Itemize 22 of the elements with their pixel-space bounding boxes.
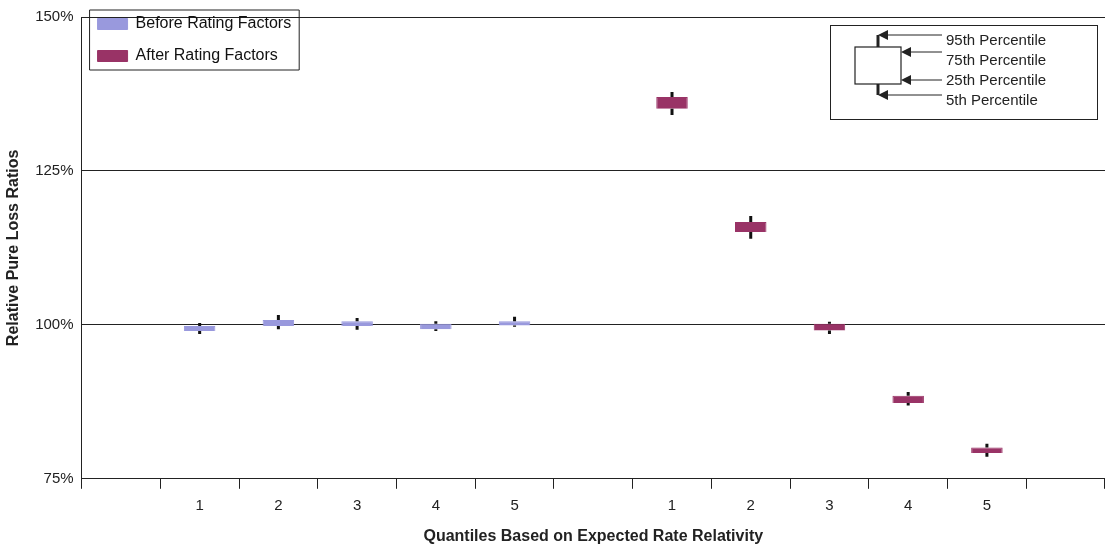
x-tick-label: 1 [195, 495, 204, 513]
legend-label: After Rating Factors [135, 46, 278, 64]
x-tick-label: 5 [982, 495, 992, 513]
y-tick-label: 125% [35, 161, 74, 179]
x-tick-label: 4 [904, 495, 913, 513]
x-tick-label: 4 [431, 495, 440, 513]
annotation: 95th Percentile [946, 30, 1047, 50]
x-axis-title: Quantiles Based on Expected Rate Relativity [423, 526, 764, 544]
annotation: 25th Percentile [946, 70, 1047, 90]
y-tick-label: 75% [43, 468, 74, 486]
x-tick-label: 3 [825, 495, 834, 513]
y-tick-label: 100% [35, 315, 74, 333]
x-tick-label: 3 [352, 495, 362, 513]
legend-label: Before Rating Factors [135, 14, 292, 32]
x-tick-label: 5 [510, 495, 519, 513]
x-tick-label: 2 [274, 495, 283, 513]
x-tick-label: 1 [667, 495, 677, 513]
y-axis-title: Relative Pure Loss Ratios [4, 149, 22, 347]
annotation: 5th Percentile [946, 90, 1039, 110]
y-tick-label: 150% [35, 7, 74, 25]
x-tick-label: 2 [746, 495, 755, 513]
annotation: 75th Percentile [946, 50, 1047, 70]
